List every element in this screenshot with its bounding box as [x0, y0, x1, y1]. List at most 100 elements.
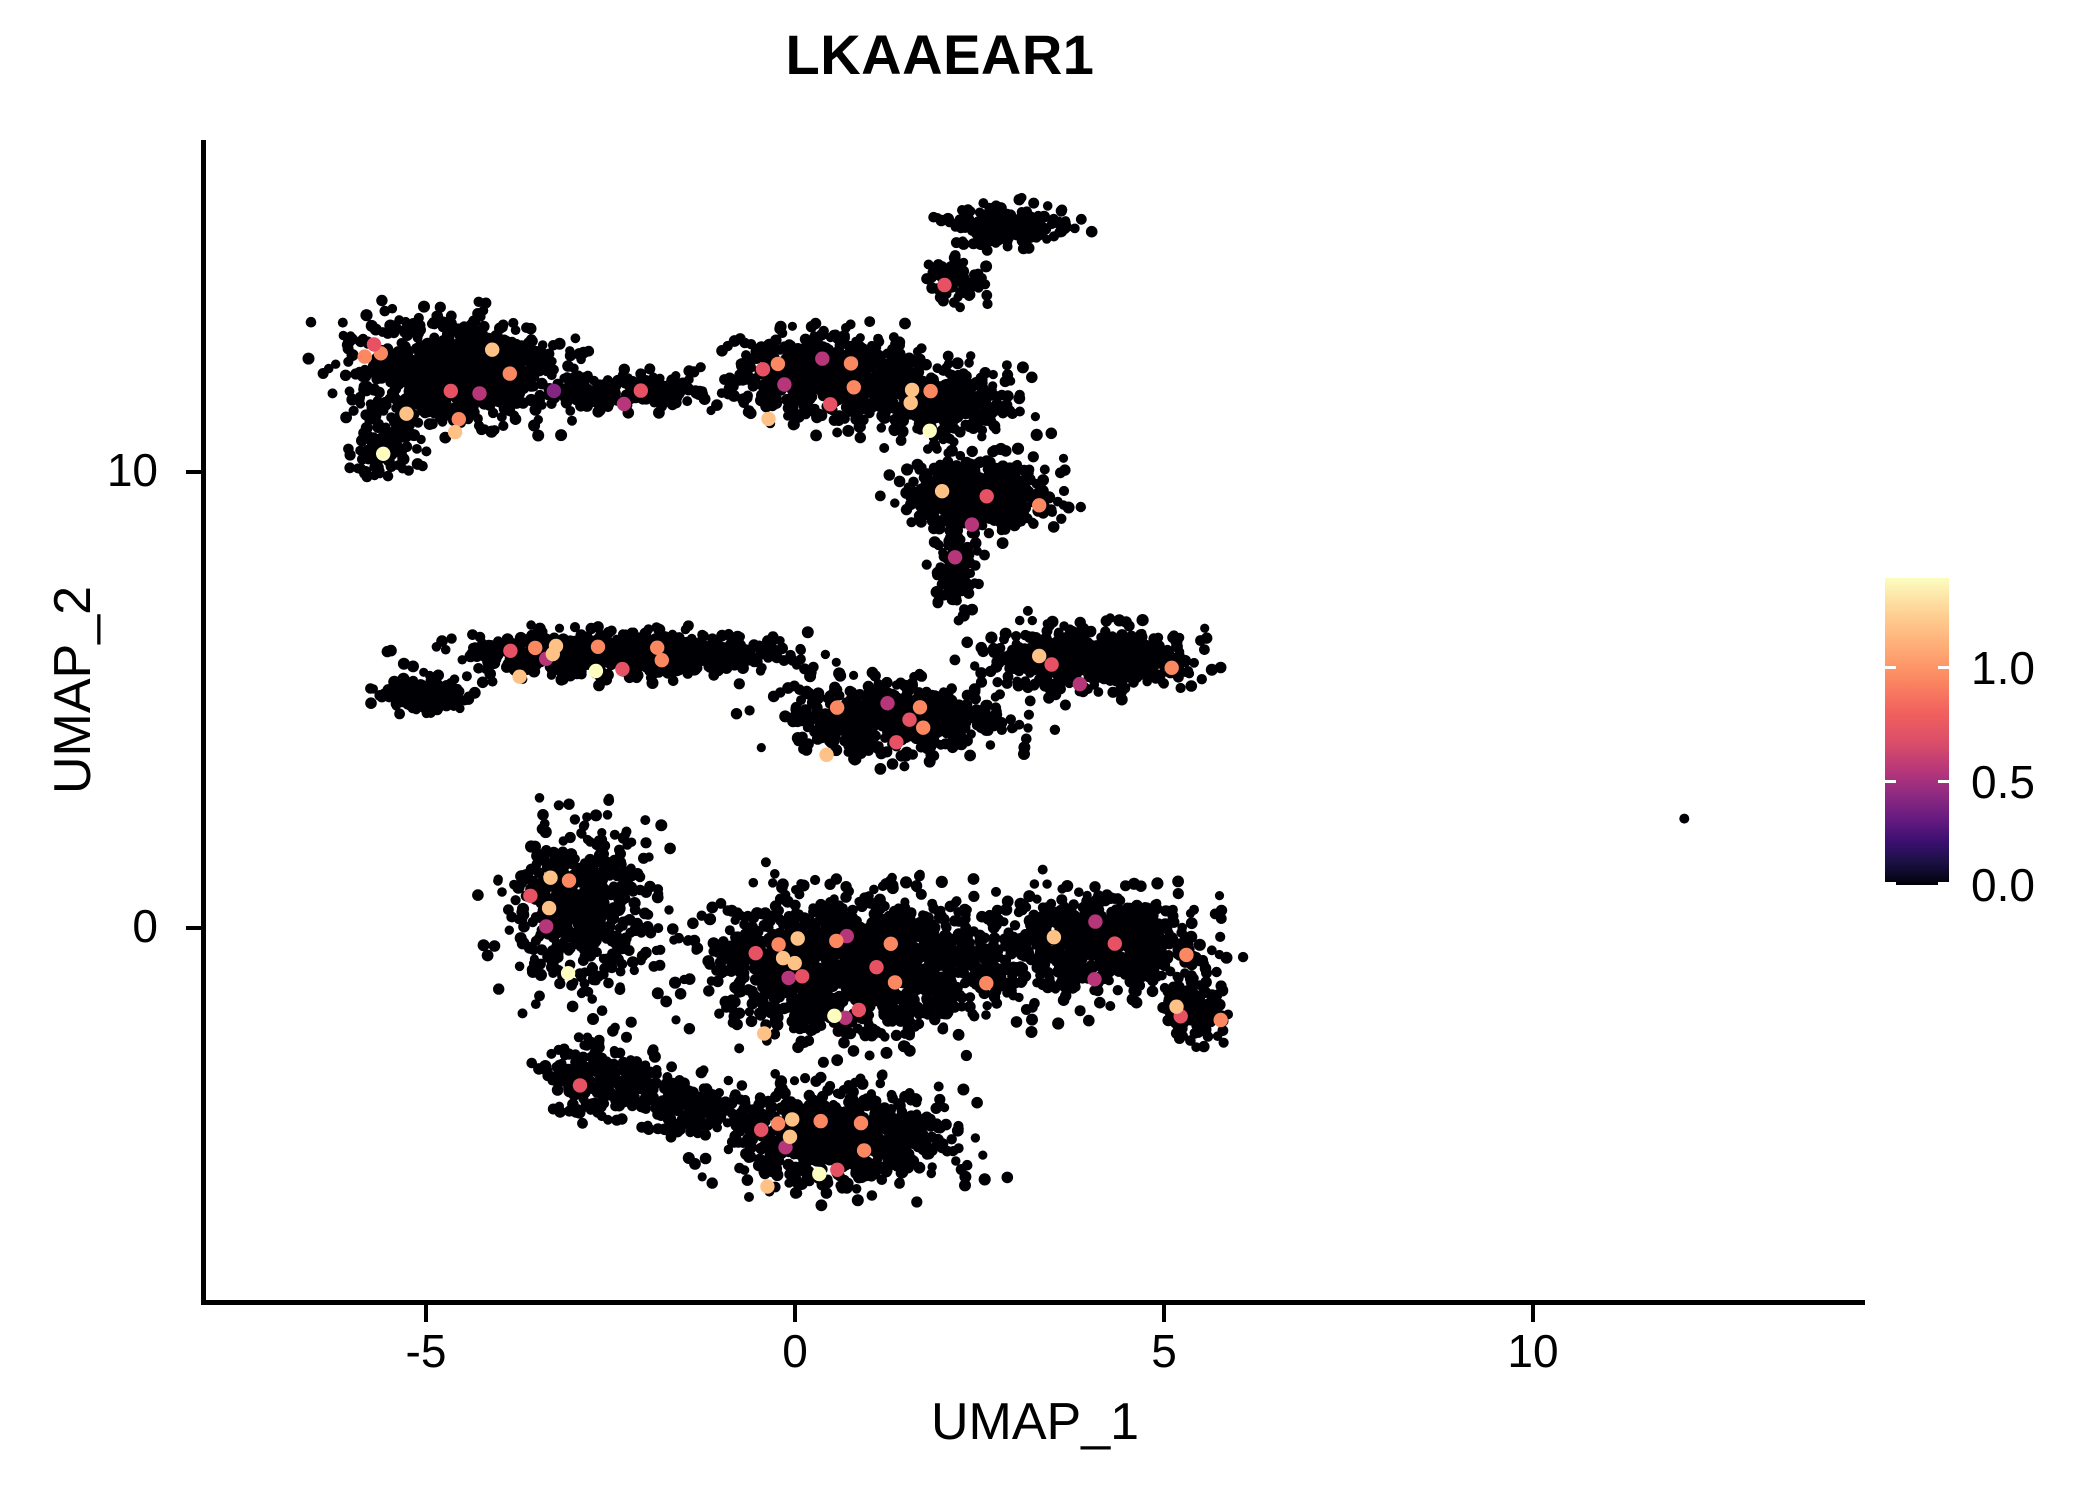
scatter-point	[735, 632, 745, 642]
scatter-point	[408, 675, 419, 686]
scatter-point	[569, 622, 581, 633]
scatter-point	[474, 631, 486, 643]
scatter-point	[510, 325, 521, 335]
scatter-point	[431, 642, 442, 652]
scatter-point	[1085, 225, 1098, 238]
scatter-point	[864, 398, 876, 409]
scatter-point	[1052, 496, 1063, 507]
scatter-point	[443, 366, 454, 377]
scatter-point	[369, 461, 381, 473]
scatter-point	[450, 404, 461, 415]
scatter-point	[416, 362, 428, 374]
scatter-point	[476, 676, 489, 689]
scatter-point	[363, 455, 373, 465]
scatter-point	[763, 338, 776, 351]
scatter-point	[426, 418, 438, 430]
scatter-point	[795, 654, 806, 665]
scatter-point	[425, 670, 435, 681]
scatter-point	[305, 316, 317, 328]
scatter-point	[801, 404, 811, 415]
scatter-point	[434, 301, 446, 313]
scatter-point	[995, 642, 1006, 654]
scatter-point	[949, 512, 962, 525]
scatter-point	[644, 363, 656, 375]
scatter-point	[426, 386, 437, 397]
scatter-point	[781, 393, 793, 406]
scatter-point	[408, 377, 420, 389]
scatter-point	[457, 349, 469, 361]
scatter-point	[570, 385, 581, 396]
scatter-point	[628, 627, 639, 637]
scatter-point	[565, 406, 576, 416]
scatter-point	[489, 653, 502, 665]
scatter-point	[534, 389, 546, 401]
scatter-point	[745, 407, 757, 420]
scatter-point	[360, 309, 373, 322]
scatter-point	[964, 749, 976, 762]
scatter-point	[1205, 663, 1218, 676]
scatter-point	[365, 683, 376, 694]
scatter-point	[606, 625, 617, 636]
scatter-point	[1006, 723, 1018, 734]
scatter-point	[756, 389, 768, 402]
scatter-points-layer	[302, 192, 1690, 1212]
scatter-point	[343, 356, 354, 367]
scatter-point	[730, 708, 743, 720]
scatter-point	[843, 348, 853, 359]
scatter-point	[457, 655, 467, 665]
scatter-point	[1047, 521, 1060, 533]
scatter-point	[591, 381, 603, 393]
scatter-point	[719, 374, 730, 385]
scatter-point	[942, 350, 954, 362]
scatter-point	[1089, 680, 1100, 690]
scatter-point	[396, 433, 406, 443]
scatter-point	[813, 408, 825, 420]
scatter-point	[674, 650, 685, 661]
scatter-point	[895, 382, 907, 394]
scatter-point	[968, 401, 980, 414]
scatter-point	[430, 358, 443, 370]
scatter-point	[945, 267, 956, 278]
scatter-point	[1048, 678, 1060, 691]
scatter-point	[951, 595, 962, 606]
scatter-point	[979, 549, 990, 561]
scatter-point	[446, 321, 457, 333]
scatter-point	[569, 665, 580, 676]
scatter-point	[398, 340, 411, 353]
scatter-point	[744, 705, 755, 716]
scatter-point	[952, 406, 962, 416]
scatter-point	[338, 330, 348, 341]
scatter-point	[1014, 406, 1025, 417]
scatter-point	[361, 471, 373, 483]
scatter-point	[1042, 201, 1053, 211]
scatter-point	[469, 369, 481, 381]
scatter-point	[377, 327, 388, 337]
scatter-point	[570, 394, 582, 406]
scatter-point	[525, 393, 538, 407]
scatter-point	[787, 418, 800, 431]
scatter-point	[1056, 513, 1067, 524]
scatter-point	[617, 370, 628, 380]
scatter-point	[923, 259, 934, 270]
scatter-point	[535, 346, 547, 358]
scatter-point	[787, 321, 798, 331]
scatter-point	[382, 470, 394, 482]
scatter-point	[478, 356, 488, 366]
scatter-point	[430, 339, 441, 350]
scatter-point	[399, 327, 410, 338]
scatter-point	[439, 431, 452, 444]
scatter-point	[932, 444, 942, 454]
scatter-point	[809, 317, 822, 330]
scatter-plot-panel[interactable]	[205, 140, 1865, 1302]
scatter-point	[327, 388, 338, 399]
scatter-point	[463, 691, 474, 702]
scatter-point	[994, 689, 1006, 700]
scatter-point	[639, 639, 651, 651]
scatter-point	[339, 369, 352, 381]
scatter-point	[777, 328, 788, 339]
scatter-point	[1018, 464, 1030, 476]
scatter-point	[387, 303, 398, 314]
scatter-point	[468, 642, 478, 653]
scatter-point	[867, 349, 879, 361]
scatter-point	[1021, 206, 1033, 217]
